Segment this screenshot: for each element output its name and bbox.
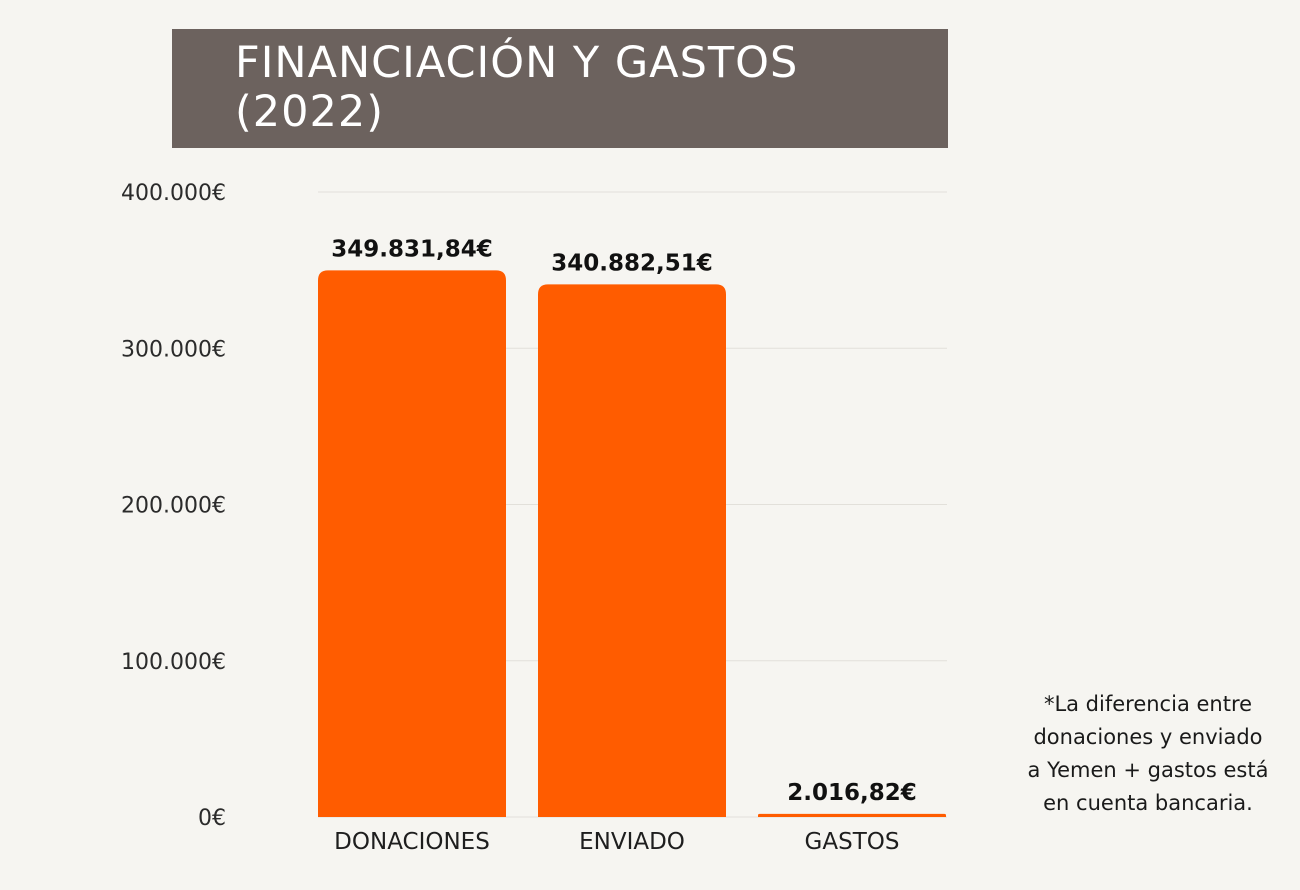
y-tick-label: 400.000€ bbox=[121, 181, 226, 206]
bar-donaciones bbox=[318, 270, 506, 817]
value-label-enviado: 340.882,51€ bbox=[551, 250, 713, 276]
bar-enviado bbox=[538, 284, 726, 817]
footnote-line: *La diferencia entre bbox=[1043, 692, 1253, 716]
value-labels: 349.831,84€ 340.882,51€ 2.016,82€ bbox=[331, 236, 917, 805]
bar-gastos bbox=[758, 813, 946, 817]
bars bbox=[318, 270, 946, 817]
y-axis-tick-labels: 0€ 100.000€ 200.000€ 300.000€ 400.000€ bbox=[121, 181, 226, 831]
y-tick-label: 100.000€ bbox=[121, 650, 226, 675]
y-tick-label: 300.000€ bbox=[121, 337, 226, 362]
x-axis-category-labels: DONACIONES ENVIADO GASTOS bbox=[334, 829, 899, 855]
footnote: *La diferencia entre donaciones y enviad… bbox=[1000, 688, 1296, 820]
footnote-line: a Yemen + gastos está bbox=[1027, 758, 1269, 782]
chart-title: FINANCIACIÓN Y GASTOS (2022) bbox=[235, 38, 799, 137]
category-label-enviado: ENVIADO bbox=[579, 829, 685, 855]
value-label-gastos: 2.016,82€ bbox=[787, 780, 917, 806]
title-banner: FINANCIACIÓN Y GASTOS (2022) bbox=[172, 29, 948, 148]
category-label-donaciones: DONACIONES bbox=[334, 829, 490, 855]
value-label-donaciones: 349.831,84€ bbox=[331, 236, 493, 262]
y-tick-label: 0€ bbox=[198, 806, 226, 831]
footnote-line: donaciones y enviado bbox=[1033, 725, 1263, 749]
footnote-line: en cuenta bancaria. bbox=[1043, 791, 1253, 815]
category-label-gastos: GASTOS bbox=[805, 829, 900, 855]
y-tick-label: 200.000€ bbox=[121, 494, 226, 519]
